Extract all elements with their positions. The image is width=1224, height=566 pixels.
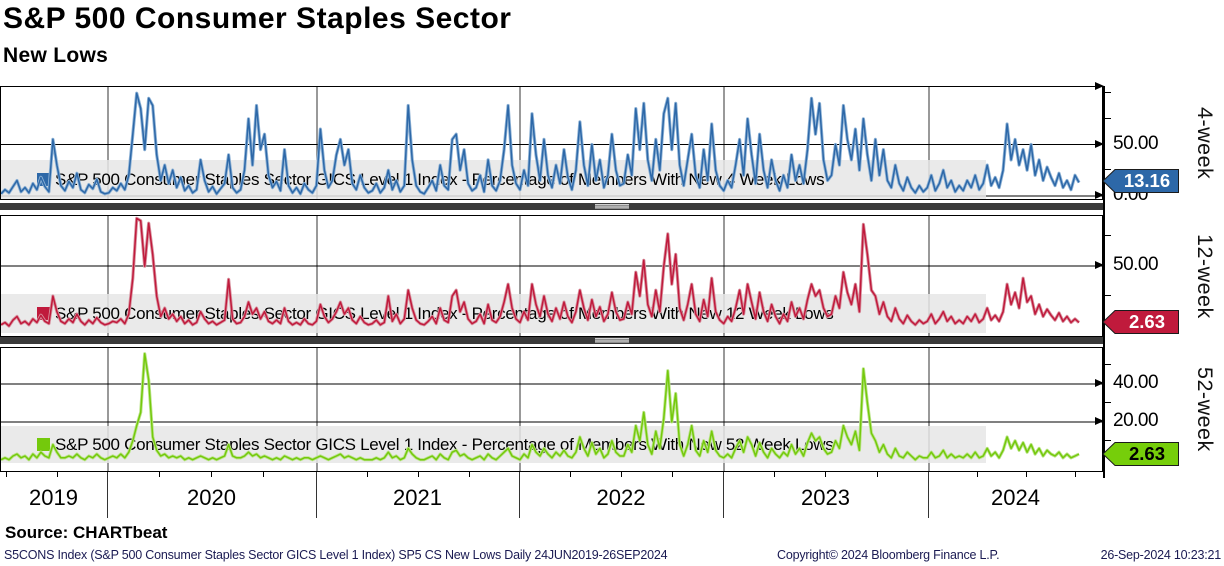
x-tick-label-2021: 2021 xyxy=(393,485,442,510)
y-axis-line xyxy=(1103,86,1105,478)
copyright-text: Copyright© 2024 Bloomberg Finance L.P. xyxy=(777,548,1000,562)
quarter-tick xyxy=(418,472,419,477)
last-value-tag-52-week: 2.63 xyxy=(1102,441,1180,467)
series-line-4-week xyxy=(1,91,1081,196)
minor-tick xyxy=(1104,118,1111,119)
panel-label-52-week: 52-week xyxy=(1193,367,1217,452)
series-line-12-week xyxy=(1,216,1081,328)
last-value-tag-4-week: 13.16 xyxy=(1102,168,1180,194)
chart-title: S&P 500 Consumer Staples Sector xyxy=(3,2,512,35)
year-boundary-line xyxy=(519,472,520,518)
year-boundary-line xyxy=(723,472,724,518)
legend-swatch-icon xyxy=(37,438,50,451)
panel-splitter[interactable] xyxy=(0,203,1103,210)
year-boundary-line xyxy=(316,472,317,518)
splitter-grip-icon[interactable] xyxy=(595,338,629,343)
panel-splitter[interactable] xyxy=(0,337,1103,344)
minor-tick xyxy=(1104,364,1111,365)
quarter-tick xyxy=(621,472,622,477)
quarter-tick xyxy=(1075,472,1076,477)
splitter-grip-icon[interactable] xyxy=(595,204,629,209)
quarter-tick xyxy=(469,472,470,477)
quarter-tick xyxy=(6,472,7,477)
last-value-tag-12-week: 2.63 xyxy=(1102,309,1180,335)
quarter-tick xyxy=(672,472,673,477)
last-value-text: 2.63 xyxy=(1128,443,1165,464)
x-axis: 2019 2020 2021 2022 2023 2024 xyxy=(0,472,1224,520)
panel-label-12-week: 12-week xyxy=(1193,233,1217,319)
panel-12-week: S&P 500 Consumer Staples Sector GICS Lev… xyxy=(0,215,1103,337)
quarter-tick xyxy=(57,472,58,477)
y-tick-label: 40.00 xyxy=(1113,372,1159,393)
y-tick-label: 0.00 xyxy=(1113,184,1148,205)
timestamp-text: 26-Sep-2024 10:23:21 xyxy=(1100,548,1222,562)
y-tick-label: 20.00 xyxy=(1113,410,1159,431)
quarter-tick xyxy=(159,472,160,477)
y-tick-label: 50.00 xyxy=(1113,133,1159,154)
minor-tick xyxy=(1104,295,1111,296)
x-tick-label-2024: 2024 xyxy=(991,485,1040,510)
panel-label-4-week: 4-week xyxy=(1193,106,1217,180)
minor-tick xyxy=(1104,235,1111,236)
minor-tick xyxy=(1104,92,1111,93)
x-tick-label-2020: 2020 xyxy=(187,485,236,510)
quarter-tick xyxy=(825,472,826,477)
quarter-tick xyxy=(263,472,264,477)
quarter-tick xyxy=(877,472,878,477)
x-tick-label-2022: 2022 xyxy=(596,485,646,510)
quarter-tick xyxy=(570,472,571,477)
x-tick-label-2019: 2019 xyxy=(29,485,78,510)
x-tick-label-2023: 2023 xyxy=(801,485,850,510)
last-value-text: 2.63 xyxy=(1128,311,1165,332)
last-value-text: 13.16 xyxy=(1123,170,1171,191)
quarter-tick xyxy=(774,472,775,477)
panel-52-week: S&P 500 Consumer Staples Sector GICS Lev… xyxy=(0,347,1103,472)
year-boundary-line xyxy=(107,472,108,518)
year-boundary-line xyxy=(928,472,929,518)
y-tick-label: 50.00 xyxy=(1113,254,1159,275)
source-label: Source: CHARTbeat xyxy=(5,523,168,542)
minor-tick xyxy=(1104,169,1111,170)
quarter-tick xyxy=(211,472,212,477)
minor-tick xyxy=(1104,440,1111,441)
quarter-tick xyxy=(367,472,368,477)
series-line-52-week xyxy=(1,352,1080,462)
quarter-tick xyxy=(977,472,978,477)
ticker-description: S5CONS Index (S&P 500 Consumer Staples S… xyxy=(4,548,668,562)
minor-tick xyxy=(1104,402,1111,403)
chart-subtitle: New Lows xyxy=(3,44,109,67)
panel-4-week: S&P 500 Consumer Staples Sector GICS Lev… xyxy=(0,86,1103,200)
quarter-tick xyxy=(1026,472,1027,477)
